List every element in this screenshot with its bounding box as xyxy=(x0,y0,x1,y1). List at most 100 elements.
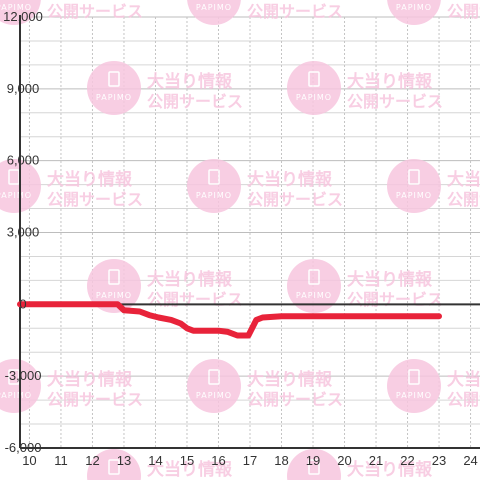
watermark-phone-icon xyxy=(408,369,420,385)
y-tick-label: -6,000 xyxy=(5,440,42,455)
watermark-badge xyxy=(287,259,341,313)
watermark-line1: 大当り情報 xyxy=(247,169,333,190)
watermark-line1: 大当り情報 xyxy=(147,269,233,290)
grid xyxy=(20,16,480,449)
watermark-line2: 公開サービス xyxy=(347,92,443,111)
watermark-line1: 大当り情報 xyxy=(447,0,480,2)
watermark-badge xyxy=(0,0,41,25)
watermark-line2: 公開サービス xyxy=(247,2,343,21)
y-tick-label: 0 xyxy=(19,296,26,311)
watermark-line2: 公開サービス xyxy=(447,2,480,21)
watermark-badge xyxy=(287,61,341,115)
x-tick-label: 23 xyxy=(432,453,446,468)
watermark-badge-text: PAPIMO xyxy=(396,391,432,400)
watermark-phone-icon xyxy=(108,459,120,475)
watermark-line2: 公開サービス xyxy=(347,290,443,309)
watermark-badge xyxy=(387,359,441,413)
watermark-line2: 公開サービス xyxy=(47,390,143,409)
tick-labels: -6,000 -3,000 0 3,000 6,000 9,000 12,000 10 11 12… xyxy=(3,9,478,468)
series-line xyxy=(17,301,442,339)
watermark-phone-icon xyxy=(308,71,320,87)
watermark-line1: 大当り情報 xyxy=(47,0,133,2)
x-tick-label: 19 xyxy=(306,453,320,468)
watermark-line1: 大当り情報 xyxy=(447,369,480,390)
watermark-phone-icon xyxy=(108,71,120,87)
watermark-line1: 大当り情報 xyxy=(347,269,433,290)
watermark-line1: 大当り情報 xyxy=(247,369,333,390)
watermark-badge-text: PAPIMO xyxy=(296,93,332,102)
watermark-line1: 大当り情報 xyxy=(247,0,333,2)
y-tick-label: 3,000 xyxy=(7,225,40,240)
series-layer xyxy=(17,301,442,339)
watermark-badge-text: PAPIMO xyxy=(396,191,432,200)
watermark-badge xyxy=(187,0,241,25)
x-tick-label: 11 xyxy=(54,453,68,468)
x-tick-label: 15 xyxy=(180,453,194,468)
watermark-badge-text: PAPIMO xyxy=(396,3,432,12)
watermark-badge-text: PAPIMO xyxy=(0,191,32,200)
watermark-badge xyxy=(87,259,141,313)
watermark-badge-text: PAPIMO xyxy=(196,191,232,200)
watermark-line1: 大当り情報 xyxy=(47,169,133,190)
watermark-badge-text: PAPIMO xyxy=(0,391,32,400)
x-tick-label: 16 xyxy=(211,453,225,468)
x-tick-label: 21 xyxy=(369,453,383,468)
watermark-line2: 公開サービス xyxy=(47,190,143,209)
watermark-badge xyxy=(387,159,441,213)
watermark-line2: 公開サービス xyxy=(447,390,480,409)
watermark-badge-text: PAPIMO xyxy=(96,291,132,300)
watermark-line2: 公開サービス xyxy=(147,92,243,111)
x-tick-label: 18 xyxy=(274,453,288,468)
watermark-badge-text: PAPIMO xyxy=(296,291,332,300)
watermark-line2: 公開サービス xyxy=(247,390,343,409)
watermark-line1: 大当り情報 xyxy=(447,169,480,190)
watermark-phone-icon xyxy=(308,459,320,475)
watermark-phone-icon xyxy=(208,169,220,185)
watermark-badge-text: PAPIMO xyxy=(196,3,232,12)
watermark-badge-text: PAPIMO xyxy=(196,391,232,400)
watermark-line2: 公開サービス xyxy=(247,190,343,209)
x-tick-label: 20 xyxy=(337,453,351,468)
y-tick-label: 12,000 xyxy=(3,9,43,24)
watermark-line1: 大当り情報 xyxy=(347,71,433,92)
watermark-badge xyxy=(187,359,241,413)
watermark-line1: 大当り情報 xyxy=(147,71,233,92)
watermark-line2: 公開サービス xyxy=(447,190,480,209)
x-tick-label: 17 xyxy=(243,453,257,468)
watermark-line2: 公開サービス xyxy=(147,290,243,309)
watermark-badge xyxy=(87,449,141,480)
y-tick-label: 9,000 xyxy=(7,81,40,96)
watermark-line1: 大当り情報 xyxy=(347,459,433,480)
y-tick-label: -3,000 xyxy=(5,368,42,383)
x-tick-label: 12 xyxy=(85,453,99,468)
watermark-line2: 公開サービス xyxy=(47,2,143,21)
x-tick-label: 22 xyxy=(400,453,414,468)
watermark-badge xyxy=(387,0,441,25)
watermark-badge xyxy=(187,159,241,213)
x-tick-label: 24 xyxy=(463,453,477,468)
watermark-phone-icon xyxy=(308,269,320,285)
watermark-phone-icon xyxy=(408,169,420,185)
x-tick-label: 13 xyxy=(117,453,131,468)
watermark-phone-icon xyxy=(208,369,220,385)
y-tick-label: 6,000 xyxy=(7,153,40,168)
watermark-badge-text: PAPIMO xyxy=(0,3,32,12)
x-tick-label: 10 xyxy=(22,453,36,468)
watermark-badge xyxy=(87,61,141,115)
watermark-line1: 大当り情報 xyxy=(147,459,233,480)
watermark-phone-icon xyxy=(108,269,120,285)
